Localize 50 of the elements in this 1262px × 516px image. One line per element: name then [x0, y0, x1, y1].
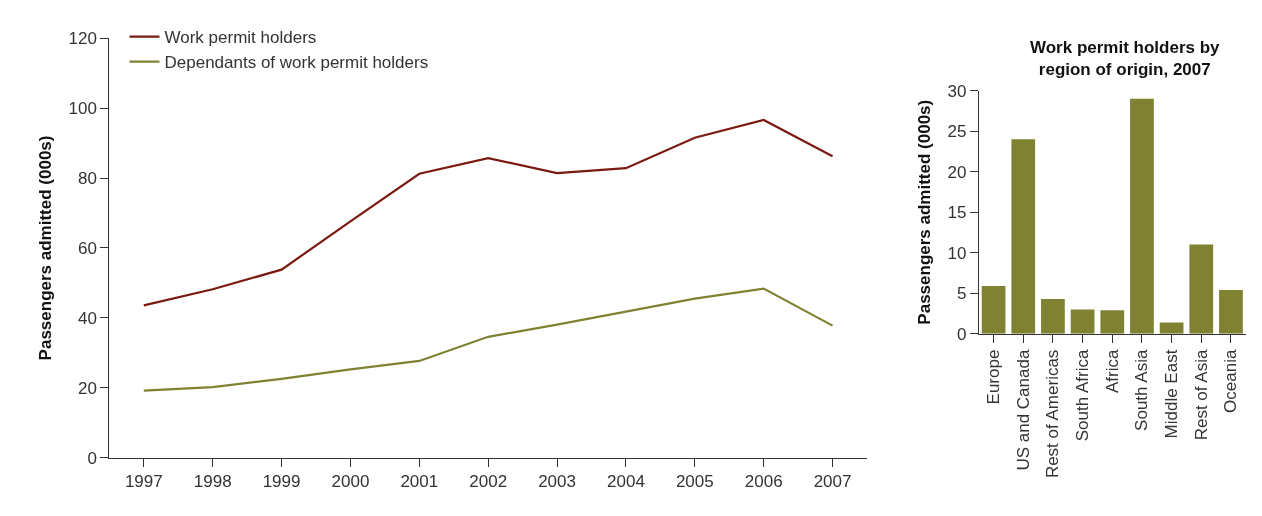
y-axis-title: Passengers admitted (000s) [36, 135, 56, 361]
y-tick-label: 60 [78, 238, 97, 258]
x-tick-label: 2006 [744, 472, 783, 492]
x-tick-label: 1998 [193, 472, 232, 492]
y-tick-label: 40 [78, 308, 97, 328]
y-tick-label: 80 [78, 168, 97, 188]
legend-label: Dependants of work permit holders [164, 53, 429, 73]
x-tick-label: 2002 [469, 472, 508, 492]
y-tick-label: 15 [947, 203, 967, 223]
y-tick-label: 25 [947, 122, 967, 142]
x-tick-label: 2003 [538, 472, 576, 492]
bar [1189, 244, 1214, 334]
bar [1011, 139, 1036, 334]
x-tick-label: Africa [1102, 349, 1122, 394]
chart-title: Work permit holders by region of origin, 2007 [1030, 38, 1221, 80]
x-tick-label: Middle East [1162, 349, 1182, 439]
bar [1219, 290, 1243, 334]
y-tick-label: 10 [947, 243, 967, 263]
bar [1100, 310, 1125, 334]
y-tick-label: 0 [956, 324, 967, 344]
line-series [142, 287, 834, 392]
bar [1130, 98, 1154, 334]
x-tick-label: Europe [984, 349, 1004, 405]
y-tick-label: 5 [956, 284, 967, 304]
legend-label: Work permit holders [164, 28, 317, 48]
x-tick-label: Rest of Asia [1191, 349, 1211, 441]
x-tick-label: 1997 [124, 472, 163, 492]
y-tick-label: 100 [68, 98, 97, 118]
x-tick-label: 2001 [400, 472, 439, 492]
bar [981, 285, 1006, 334]
x-tick-label: 2007 [813, 472, 852, 492]
y-tick-label: 30 [947, 81, 967, 101]
y-tick-label: 20 [947, 162, 967, 182]
x-tick-label: 2005 [675, 472, 714, 492]
y-tick-label: 0 [87, 448, 97, 468]
line-series [142, 118, 834, 307]
y-tick-label: 20 [78, 378, 97, 398]
x-tick-label: South Asia [1132, 349, 1152, 431]
y-axis-title: Passengers admitted (000s) [914, 99, 934, 325]
x-tick-label: South Africa [1073, 349, 1093, 442]
bar [1041, 298, 1065, 334]
bar [1159, 322, 1184, 334]
x-tick-label: Rest of Americas [1043, 349, 1063, 479]
x-tick-label: 2004 [607, 472, 645, 492]
x-tick-label: 1999 [262, 472, 301, 492]
bar [1070, 309, 1095, 334]
x-tick-label: US and Canada [1013, 349, 1033, 471]
x-tick-label: Oceania [1221, 349, 1241, 413]
x-tick-label: 2000 [331, 472, 370, 492]
y-tick-label: 120 [68, 29, 97, 49]
